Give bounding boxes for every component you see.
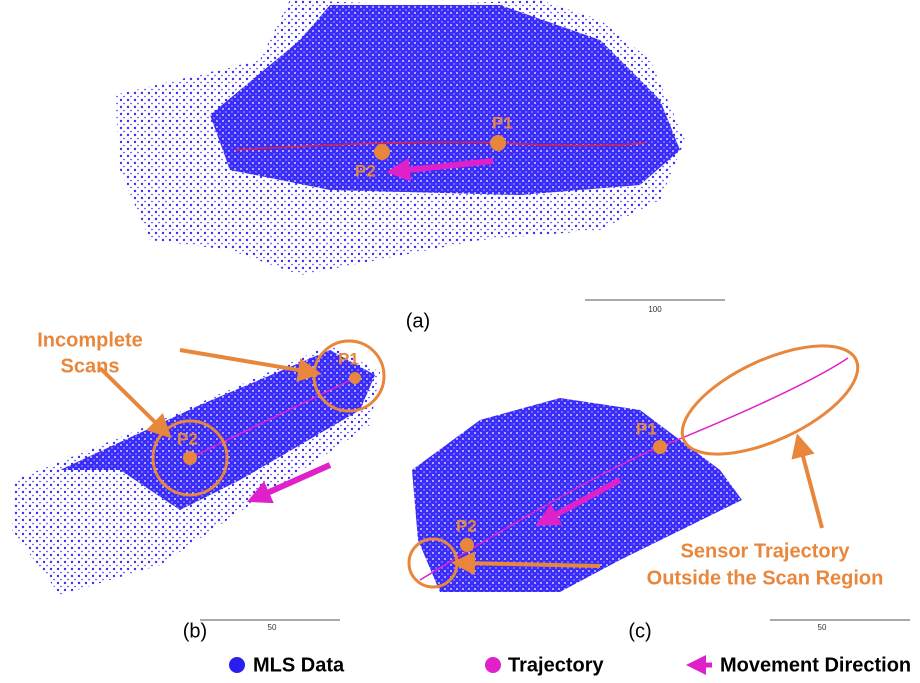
annotation: Outside the Scan Region [647,567,884,589]
point-label: P1 [636,419,657,438]
panel-b: P1 P2 Incomplete Scans 50 (b) [12,329,384,642]
point-marker [374,144,390,160]
panel-c: P1 P2 Sensor Trajectory Outside the Scan… [409,324,910,643]
legend-label: MLS Data [253,654,345,676]
point-label: P2 [177,429,198,448]
scale-label: 50 [268,623,277,632]
pointer-arrow [100,368,163,430]
point-marker [349,372,361,384]
panel-a: P1 P2 100 (a) [115,0,725,332]
annotation: Incomplete [37,329,143,351]
legend: MLS Data Trajectory Movement Direction [229,654,911,676]
point-marker [653,440,667,454]
legend-label: Trajectory [508,654,604,676]
panel-label: (b) [183,620,207,642]
annotation: Sensor Trajectory [681,540,851,562]
point-label: P1 [492,113,513,132]
point-label: P2 [456,516,477,535]
point-marker [460,538,474,552]
legend-swatch [485,657,501,673]
annotation: Scans [61,355,120,377]
pointer-arrow [800,445,822,528]
point-label: P1 [338,349,359,368]
figure: P1 P2 100 (a) P1 P2 Incomplete Scans 50 … [0,0,920,683]
point-label: P2 [355,161,376,180]
legend-label: Movement Direction [720,654,911,676]
panel-label: (a) [406,310,430,332]
point-marker [183,451,197,465]
scale-label: 50 [818,623,827,632]
scale-label: 100 [648,305,662,314]
pointer-arrow [180,350,310,372]
point-cloud [412,398,742,592]
legend-swatch [229,657,245,673]
panel-label: (c) [628,620,651,642]
point-marker [490,135,506,151]
